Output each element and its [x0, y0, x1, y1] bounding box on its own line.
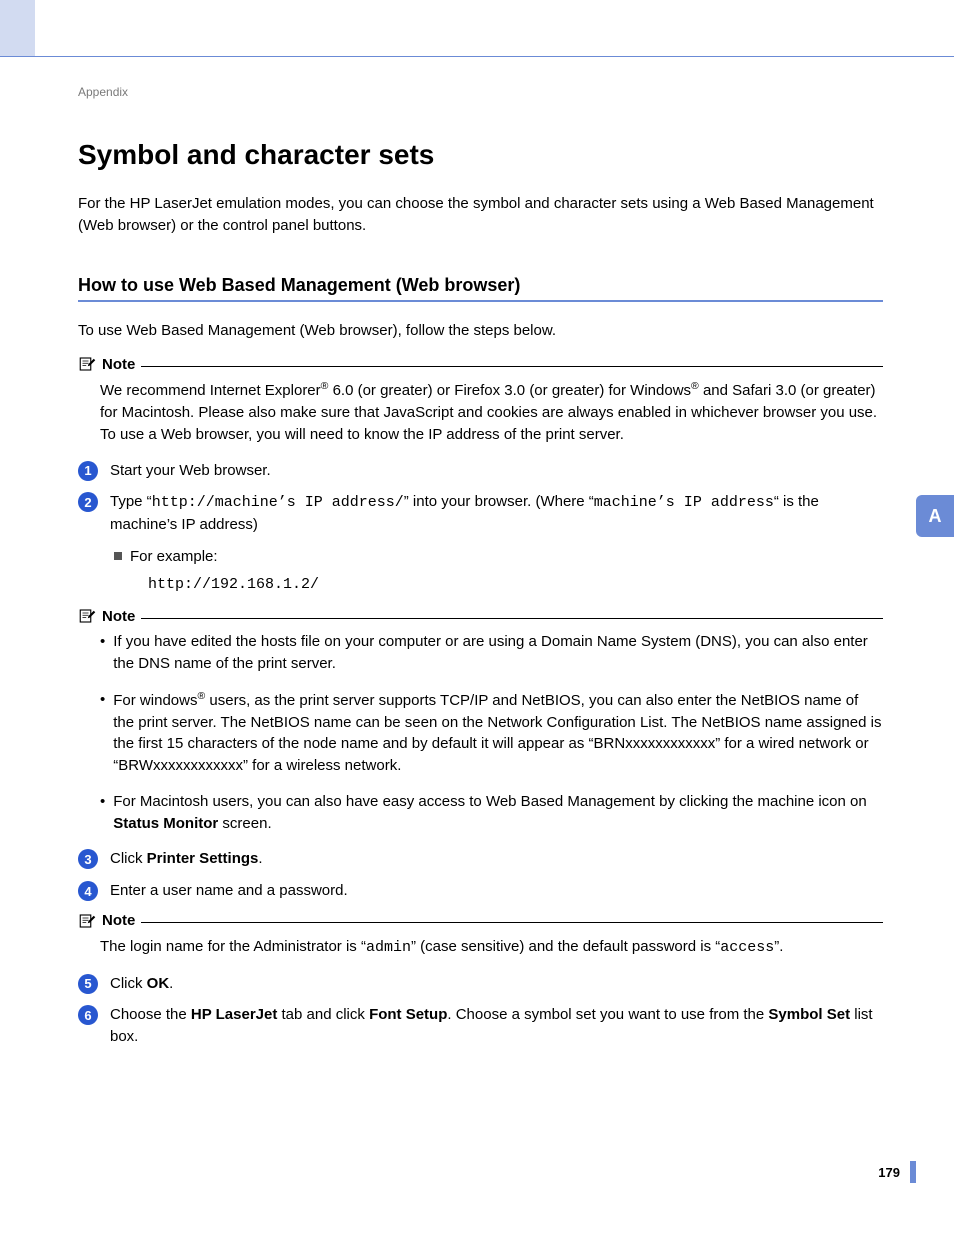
page-title: Symbol and character sets	[78, 139, 883, 171]
step-bullet-3: 3	[78, 849, 98, 869]
step6-text: Choose the HP LaserJet tab and click Fon…	[110, 1004, 883, 1048]
step-bullet-6: 6	[78, 1005, 98, 1025]
bullet-icon: •	[100, 791, 105, 835]
note3-b: ” (case sensitive) and the default passw…	[411, 938, 720, 955]
appendix-label: Appendix	[78, 85, 883, 99]
note2-item2-text: For windows® users, as the print server …	[113, 689, 883, 777]
note-icon	[78, 607, 96, 625]
side-tab-appendix[interactable]: A	[916, 495, 954, 537]
note2-list: • If you have edited the hosts file on y…	[100, 631, 883, 834]
step-3: 3 Click Printer Settings.	[78, 848, 883, 870]
step1-text: Start your Web browser.	[110, 460, 883, 482]
step2-a: Type “	[110, 493, 152, 510]
page-number: 179	[878, 1165, 900, 1180]
step-4: 4 Enter a user name and a password.	[78, 880, 883, 902]
step5-a: Click	[110, 975, 147, 992]
example-block: For example: http://192.168.1.2/	[112, 546, 883, 596]
bullet-icon: •	[100, 689, 105, 777]
note-icon	[78, 912, 96, 930]
example-code: http://192.168.1.2/	[148, 574, 883, 596]
step5-b: .	[169, 975, 173, 992]
step3-b: .	[258, 850, 262, 867]
note1-text-a: We recommend Internet Explorer	[100, 382, 321, 399]
step-bullet-1: 1	[78, 461, 98, 481]
step6-a: Choose the	[110, 1006, 191, 1023]
note-rule	[141, 618, 883, 619]
step-2: 2 Type “http://machine’s IP address/” in…	[78, 491, 883, 536]
note2-item2-a: For windows	[113, 692, 197, 709]
step6-c: tab and click	[277, 1006, 369, 1023]
step-bullet-4: 4	[78, 881, 98, 901]
page-number-bar	[910, 1161, 916, 1183]
note-label: Note	[102, 356, 135, 373]
step3-a: Click	[110, 850, 147, 867]
note-header: Note	[78, 607, 883, 625]
example-label: For example:	[130, 546, 218, 568]
note1-text-b: 6.0 (or greater) or Firefox 3.0 (or grea…	[328, 382, 691, 399]
top-left-block	[0, 0, 35, 56]
step6-d: . Choose a symbol set you want to use fr…	[447, 1006, 768, 1023]
note3-a: The login name for the Administrator is …	[100, 938, 366, 955]
note1-body: We recommend Internet Explorer ® 6.0 (or …	[100, 379, 883, 445]
note-label: Note	[102, 608, 135, 625]
section-heading: How to use Web Based Management (Web bro…	[78, 275, 883, 302]
intro-paragraph: For the HP LaserJet emulation modes, you…	[78, 193, 883, 237]
square-bullet-icon	[114, 552, 122, 560]
step6-b2: Font Setup	[369, 1006, 447, 1023]
bullet-icon: •	[100, 631, 105, 675]
step3-text: Click Printer Settings.	[110, 848, 883, 870]
note3-c: ”.	[774, 938, 783, 955]
note-icon	[78, 355, 96, 373]
note2-item3-b: screen.	[218, 815, 271, 832]
page-top-border	[0, 0, 954, 57]
page-number-wrap: 179	[878, 1161, 916, 1183]
lead-text: To use Web Based Management (Web browser…	[78, 320, 883, 342]
step2-url: http://machine’s IP address/	[152, 494, 404, 511]
note2-item3-a: For Macintosh users, you can also have e…	[113, 793, 866, 810]
step3-bold: Printer Settings	[147, 850, 259, 867]
note-rule	[141, 922, 883, 923]
step4-text: Enter a user name and a password.	[110, 880, 883, 902]
note2-item1-text: If you have edited the hosts file on you…	[113, 631, 883, 675]
note2-item-2: • For windows® users, as the print serve…	[100, 689, 883, 777]
note3-access: access	[720, 939, 774, 956]
step-6: 6 Choose the HP LaserJet tab and click F…	[78, 1004, 883, 1048]
page-content: Appendix Symbol and character sets For t…	[78, 85, 883, 1058]
reg-mark-icon: ®	[691, 380, 699, 392]
step2-url2: machine’s IP address	[594, 494, 774, 511]
step6-b1: HP LaserJet	[191, 1006, 277, 1023]
step-bullet-5: 5	[78, 974, 98, 994]
note2-item3-text: For Macintosh users, you can also have e…	[113, 791, 883, 835]
step-5: 5 Click OK.	[78, 973, 883, 995]
note-rule	[141, 366, 883, 367]
note2-item-3: • For Macintosh users, you can also have…	[100, 791, 883, 835]
note-label: Note	[102, 912, 135, 929]
step6-b3: Symbol Set	[768, 1006, 850, 1023]
note2-item2-b: users, as the print server supports TCP/…	[113, 692, 881, 774]
step-bullet-2: 2	[78, 492, 98, 512]
step-1: 1 Start your Web browser.	[78, 460, 883, 482]
step2-b: ” into your browser. (Where “	[404, 493, 594, 510]
note2-item3-bold: Status Monitor	[113, 815, 218, 832]
note3-admin: admin	[366, 939, 411, 956]
note-header: Note	[78, 912, 883, 930]
note3-body: The login name for the Administrator is …	[100, 936, 883, 959]
step5-text: Click OK.	[110, 973, 883, 995]
note-header: Note	[78, 355, 883, 373]
note2-item-1: • If you have edited the hosts file on y…	[100, 631, 883, 675]
step5-bold: OK	[147, 975, 170, 992]
step2-text: Type “http://machine’s IP address/” into…	[110, 491, 883, 536]
